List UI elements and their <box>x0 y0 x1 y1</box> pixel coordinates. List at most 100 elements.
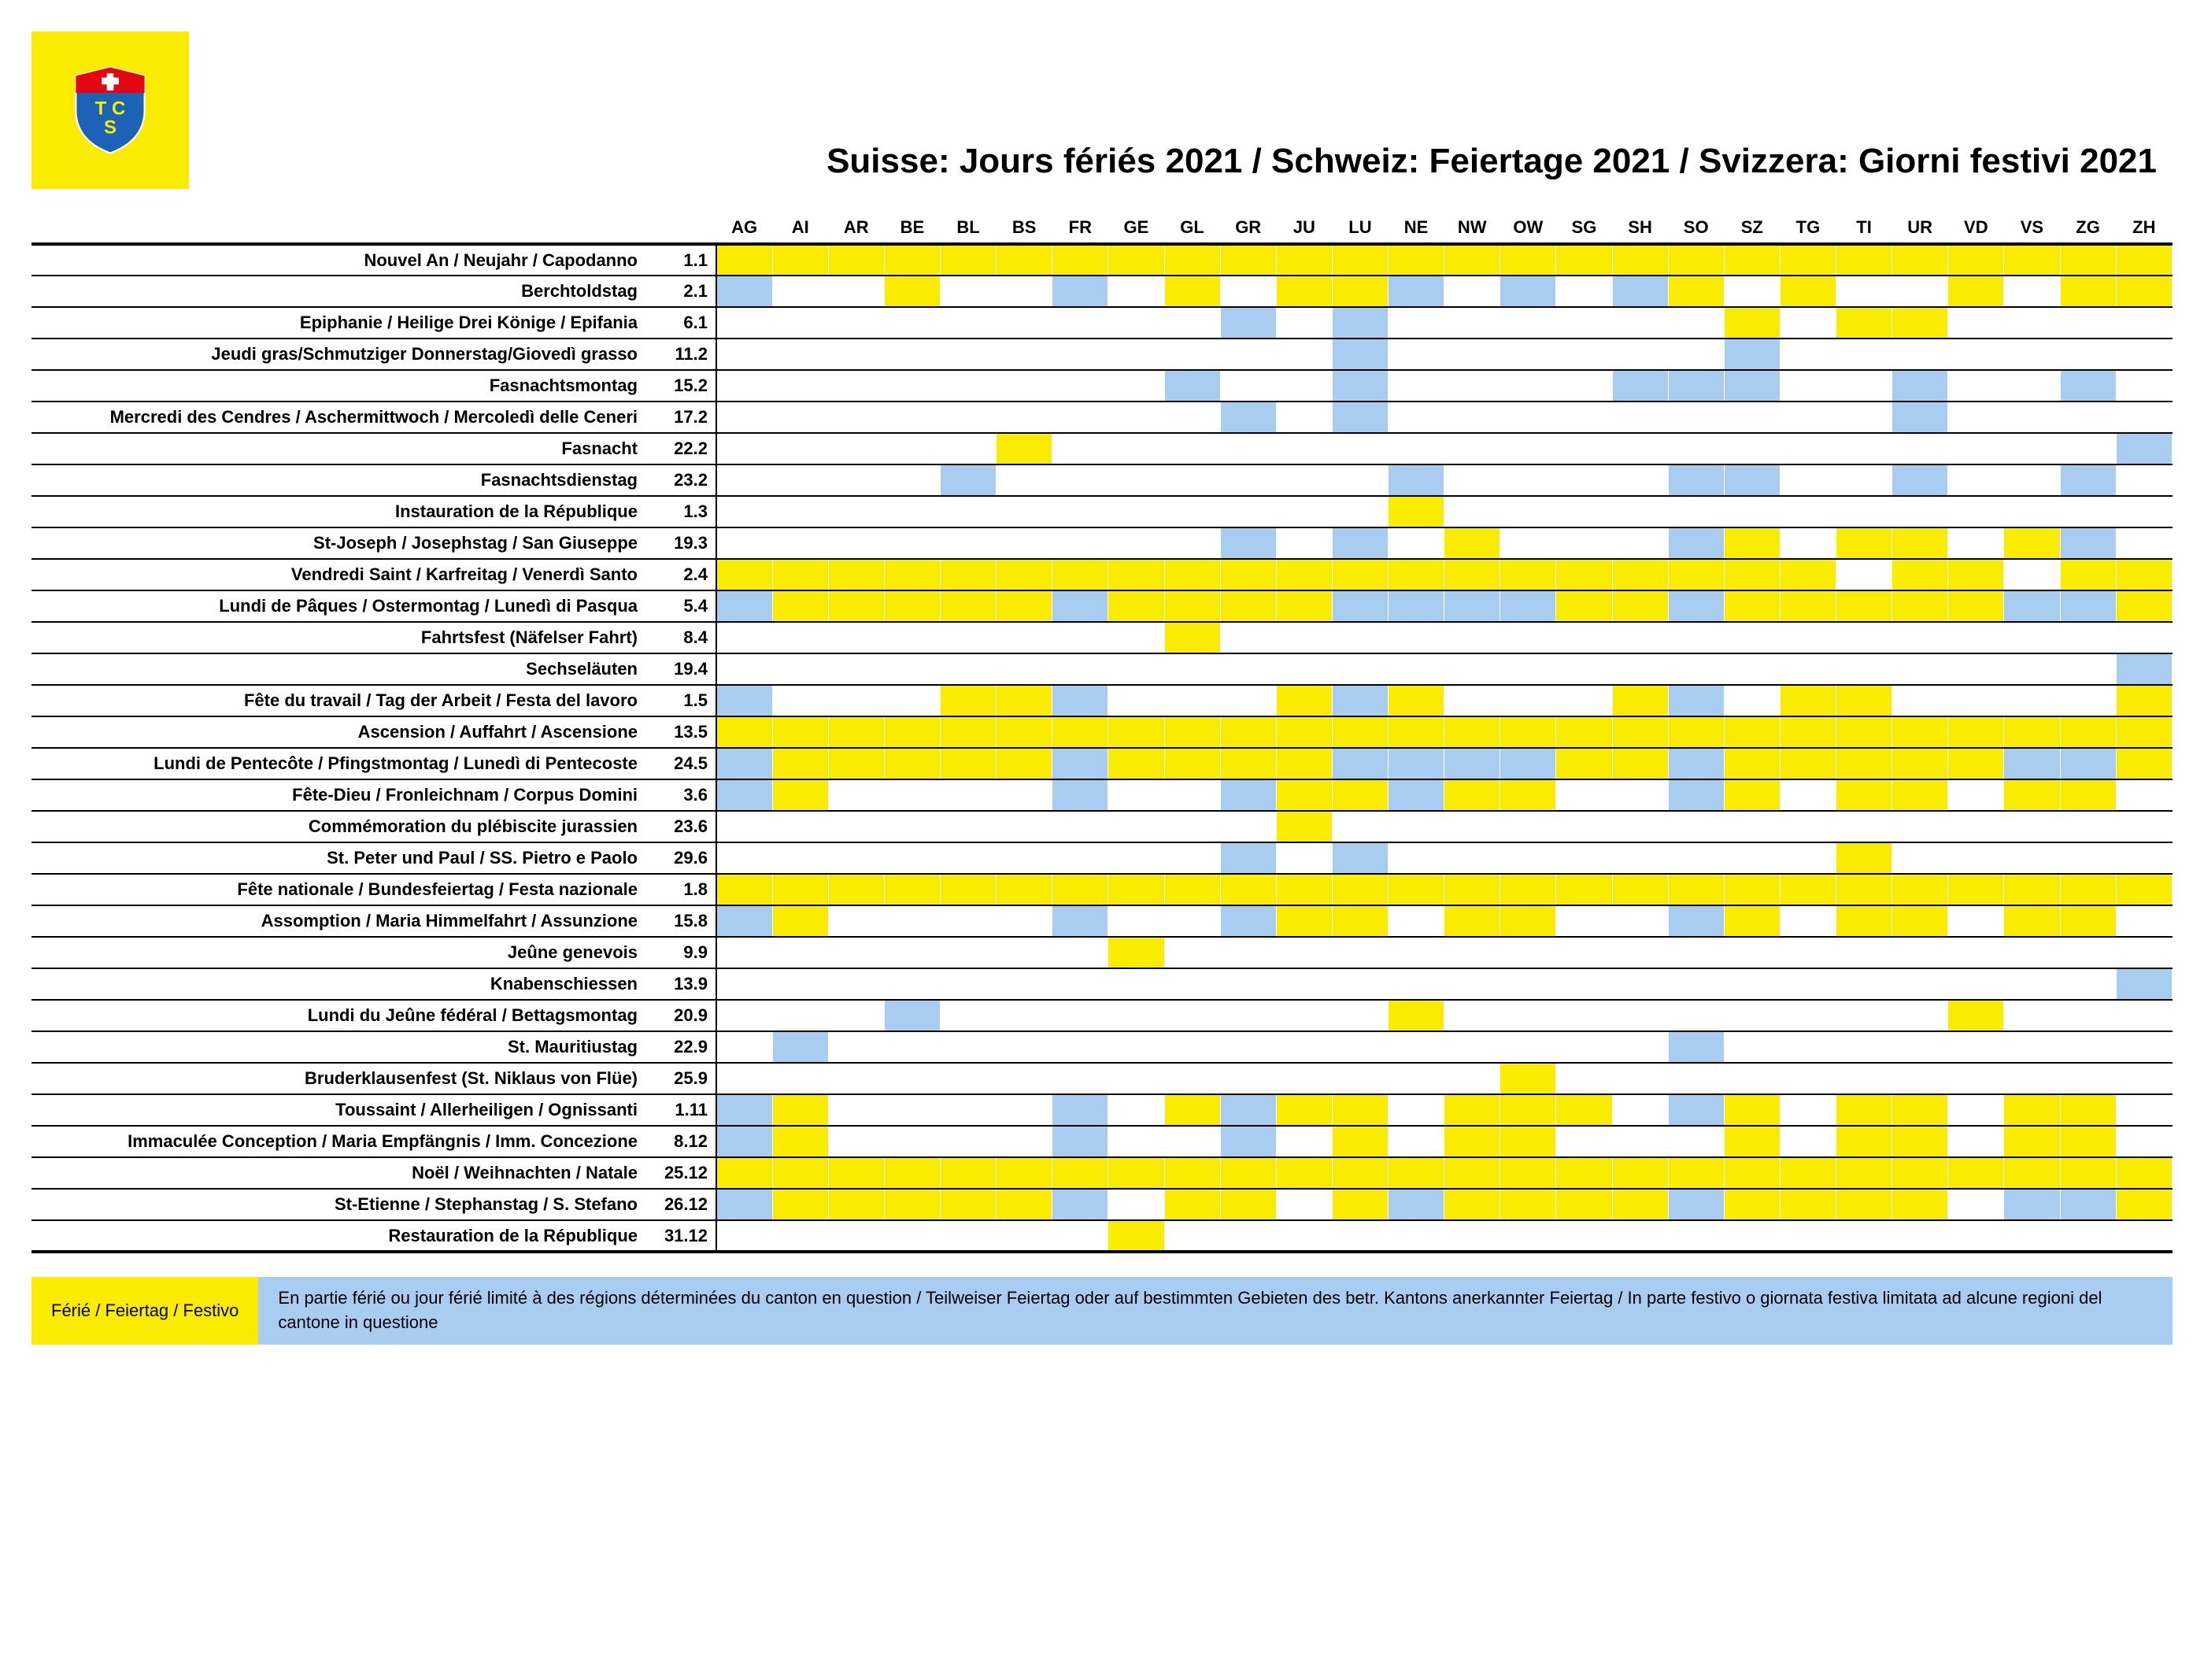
holiday-cell <box>1052 779 1108 811</box>
holiday-cell <box>716 370 772 401</box>
holiday-cell <box>1108 937 1164 968</box>
svg-text:T C: T C <box>95 98 126 119</box>
holiday-cell <box>1668 716 1724 748</box>
holiday-cell <box>2004 748 2060 779</box>
holiday-cell <box>1668 1031 1724 1063</box>
holiday-cell <box>1948 622 2004 653</box>
holiday-cell <box>1220 559 1276 590</box>
holiday-cell <box>1444 276 1500 307</box>
holiday-cell <box>1164 685 1220 716</box>
holiday-cell <box>828 685 884 716</box>
holiday-row: Noël / Weihnachten / Natale25.12 <box>31 1157 2173 1189</box>
holiday-cell <box>1612 716 1668 748</box>
holiday-cell <box>1836 811 1892 842</box>
holiday-cell <box>1892 1031 1948 1063</box>
holiday-date: 8.4 <box>645 622 716 653</box>
holiday-cell <box>1668 339 1724 370</box>
holiday-cell <box>2060 905 2116 937</box>
holiday-cell <box>1892 1189 1948 1220</box>
holiday-cell <box>1612 1063 1668 1094</box>
holiday-cell <box>1052 1031 1108 1063</box>
holiday-cell <box>884 1031 940 1063</box>
holiday-cell <box>1556 968 1612 1000</box>
holiday-cell <box>1052 433 1108 464</box>
holiday-cell <box>1780 527 1836 559</box>
holiday-cell <box>1389 527 1444 559</box>
holiday-cell <box>1948 1126 2004 1157</box>
holiday-cell <box>941 1189 997 1220</box>
holiday-cell <box>1724 653 1780 685</box>
holiday-cell <box>2004 622 2060 653</box>
holiday-cell <box>1052 842 1108 874</box>
holiday-cell <box>1332 401 1388 433</box>
holiday-date: 13.9 <box>645 968 716 1000</box>
holiday-cell <box>716 653 772 685</box>
holiday-cell <box>1836 307 1892 339</box>
holiday-cell <box>1892 1126 1948 1157</box>
holiday-cell <box>941 559 997 590</box>
holiday-cell <box>1612 590 1668 622</box>
holiday-cell <box>2004 811 2060 842</box>
holiday-cell <box>772 433 828 464</box>
holiday-cell <box>1389 464 1444 496</box>
holiday-cell <box>1389 716 1444 748</box>
holiday-cell <box>1164 1000 1220 1031</box>
holiday-cell <box>1780 748 1836 779</box>
holiday-cell <box>2060 1157 2116 1189</box>
holiday-cell <box>828 433 884 464</box>
holiday-cell <box>997 433 1052 464</box>
holiday-cell <box>1556 433 1612 464</box>
holiday-cell <box>1220 1000 1276 1031</box>
holiday-cell <box>1052 527 1108 559</box>
holiday-cell <box>941 370 997 401</box>
holiday-cell <box>1389 339 1444 370</box>
holiday-cell <box>1444 1220 1500 1252</box>
holiday-cell <box>1724 464 1780 496</box>
holiday-cell <box>2116 748 2172 779</box>
holiday-cell <box>1164 244 1220 276</box>
holiday-cell <box>772 1220 828 1252</box>
holiday-cell <box>1164 590 1220 622</box>
holiday-cell <box>828 307 884 339</box>
holiday-cell <box>2060 1220 2116 1252</box>
holiday-cell <box>1500 968 1556 1000</box>
holiday-cell <box>772 244 828 276</box>
holiday-cell <box>2116 622 2172 653</box>
holiday-cell <box>1892 1063 1948 1094</box>
holiday-cell <box>1836 1220 1892 1252</box>
holiday-cell <box>828 1220 884 1252</box>
holiday-cell <box>1556 811 1612 842</box>
holiday-cell <box>1500 559 1556 590</box>
holiday-cell <box>1892 590 1948 622</box>
holiday-cell <box>716 685 772 716</box>
holiday-cell <box>884 1220 940 1252</box>
holiday-cell <box>997 968 1052 1000</box>
canton-header: SZ <box>1724 213 1780 244</box>
holiday-cell <box>1108 1157 1164 1189</box>
holiday-cell <box>2060 968 2116 1000</box>
holiday-row: Ascension / Auffahrt / Ascensione13.5 <box>31 716 2173 748</box>
holiday-cell <box>1500 590 1556 622</box>
holiday-cell <box>1444 339 1500 370</box>
holiday-cell <box>1556 1126 1612 1157</box>
holiday-date: 2.1 <box>645 276 716 307</box>
holiday-cell <box>2060 1063 2116 1094</box>
holiday-cell <box>1668 842 1724 874</box>
holiday-cell <box>2060 842 2116 874</box>
holiday-cell <box>1724 1000 1780 1031</box>
holiday-cell <box>2060 653 2116 685</box>
holiday-cell <box>1052 653 1108 685</box>
holiday-cell <box>1556 1094 1612 1126</box>
holiday-cell <box>941 1063 997 1094</box>
holiday-cell <box>1389 905 1444 937</box>
holiday-cell <box>772 307 828 339</box>
holiday-cell <box>828 1000 884 1031</box>
holiday-cell <box>997 653 1052 685</box>
holiday-cell <box>1276 842 1332 874</box>
holiday-cell <box>828 244 884 276</box>
holiday-cell <box>941 905 997 937</box>
holiday-cell <box>1276 811 1332 842</box>
holiday-cell <box>2060 1189 2116 1220</box>
holiday-cell <box>1389 1094 1444 1126</box>
holiday-cell <box>1164 716 1220 748</box>
